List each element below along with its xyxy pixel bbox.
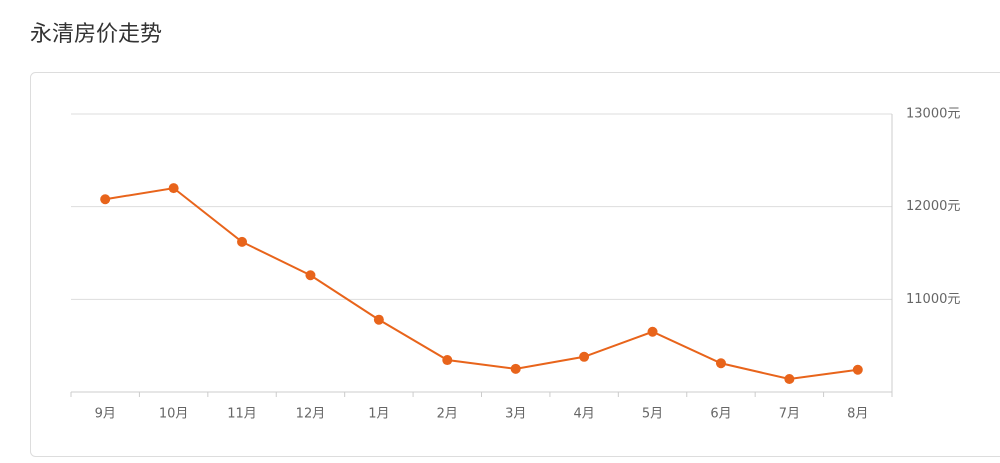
- point: [237, 237, 247, 247]
- point: [784, 374, 794, 384]
- x-tick-label: 12月: [296, 407, 326, 422]
- point: [100, 194, 110, 204]
- x-tick-label: 1月: [368, 407, 389, 422]
- point: [169, 183, 179, 193]
- panel: [31, 73, 1000, 457]
- point: [511, 364, 521, 374]
- x-tick-label: 11月: [227, 407, 257, 422]
- x-tick-label: 4月: [573, 407, 594, 422]
- x-tick-label: 8月: [847, 407, 868, 422]
- y-tick-label: 12000元: [906, 199, 960, 214]
- point: [853, 365, 863, 375]
- x-tick-label: 6月: [710, 407, 731, 422]
- chart-title: 永清房价走势: [30, 22, 162, 47]
- y-tick-label: 13000元: [906, 107, 960, 122]
- x-tick-label: 10月: [159, 407, 189, 422]
- x-tick-label: 7月: [779, 407, 800, 422]
- x-tick-label: 2月: [437, 407, 458, 422]
- point: [374, 315, 384, 325]
- point: [716, 358, 726, 368]
- x-tick-label: 3月: [505, 407, 526, 422]
- point: [305, 270, 315, 280]
- point: [579, 352, 589, 362]
- point: [648, 327, 658, 337]
- y-tick-label: 11000元: [906, 292, 960, 307]
- point: [442, 355, 452, 365]
- x-tick-label: 5月: [642, 407, 663, 422]
- x-tick-label: 9月: [95, 407, 116, 422]
